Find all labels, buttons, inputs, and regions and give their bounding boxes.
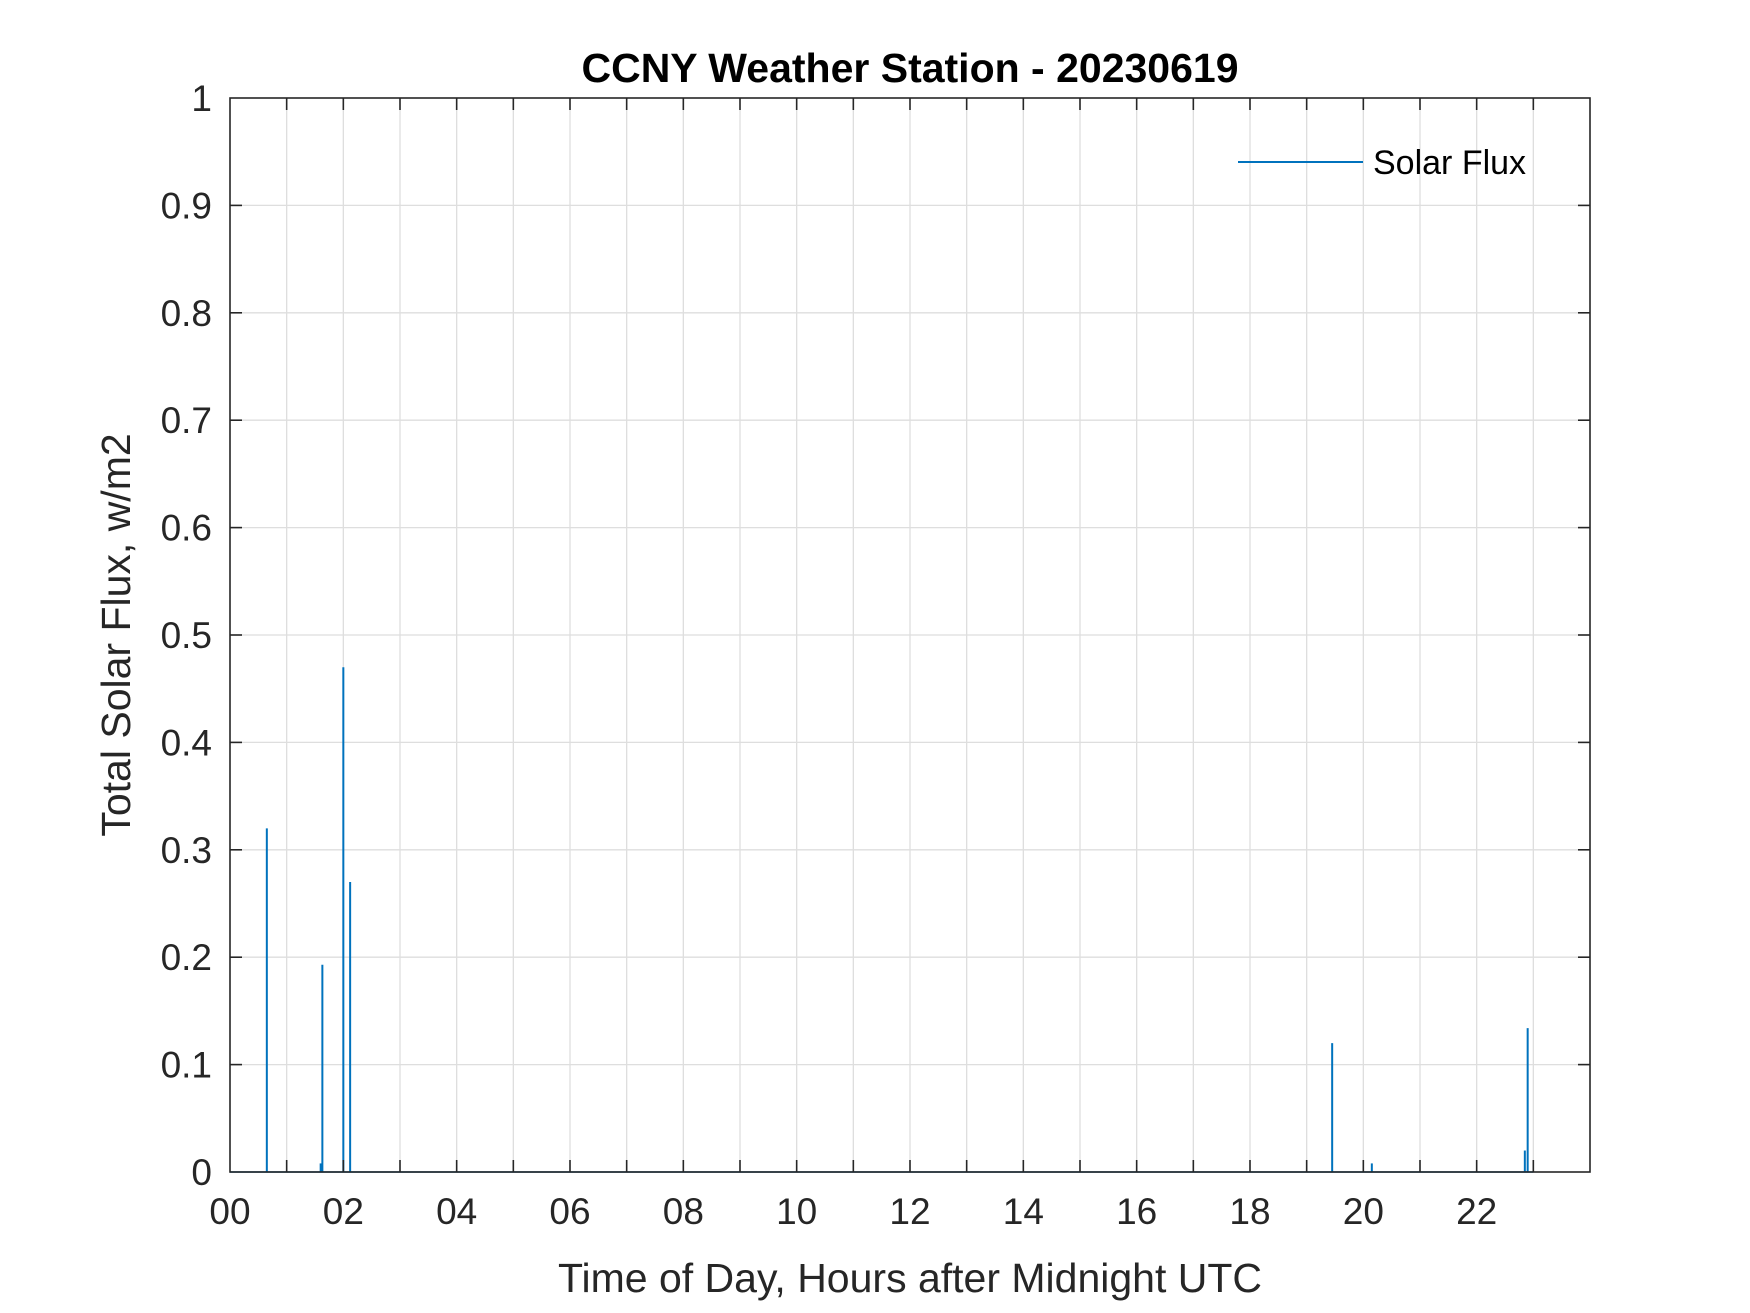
y-tick-label: 0.1 <box>161 1045 212 1086</box>
y-tick-label: 0.7 <box>161 400 212 441</box>
y-tick-label: 0 <box>191 1152 212 1193</box>
legend: Solar Flux <box>1238 144 1526 182</box>
x-tick-label: 14 <box>1003 1191 1044 1232</box>
x-tick-label: 02 <box>323 1191 364 1232</box>
y-tick-label: 0.6 <box>161 508 212 549</box>
x-tick-label: 20 <box>1343 1191 1384 1232</box>
x-tick-label: 10 <box>776 1191 817 1232</box>
x-tick-label: 00 <box>209 1191 250 1232</box>
y-tick-label: 0.4 <box>161 722 212 763</box>
ticks: 0 0.1 0.2 0.3 0.4 0.5 0.6 0.7 0.8 0.9 1 00 02 04 06 08 1… <box>161 78 1590 1232</box>
y-tick-label: 0.3 <box>161 830 212 871</box>
y-axis-title: Total Solar Flux, w/m2 <box>93 433 139 836</box>
grid <box>230 98 1590 1172</box>
x-tick-label: 04 <box>436 1191 477 1232</box>
chart-title: CCNY Weather Station - 20230619 <box>581 45 1238 91</box>
x-tick-label: 18 <box>1229 1191 1270 1232</box>
y-tick-label: 1 <box>191 78 212 119</box>
legend-label-solar-flux: Solar Flux <box>1373 144 1526 182</box>
y-tick-label: 0.9 <box>161 185 212 226</box>
x-tick-label: 08 <box>663 1191 704 1232</box>
y-tick-label: 0.2 <box>161 937 212 978</box>
x-tick-label: 22 <box>1456 1191 1497 1232</box>
y-tick-label: 0.8 <box>161 293 212 334</box>
x-tick-label: 06 <box>549 1191 590 1232</box>
x-tick-label: 16 <box>1116 1191 1157 1232</box>
y-tick-label: 0.5 <box>161 615 212 656</box>
x-axis-title: Time of Day, Hours after Midnight UTC <box>558 1255 1262 1301</box>
x-tick-label: 12 <box>889 1191 930 1232</box>
